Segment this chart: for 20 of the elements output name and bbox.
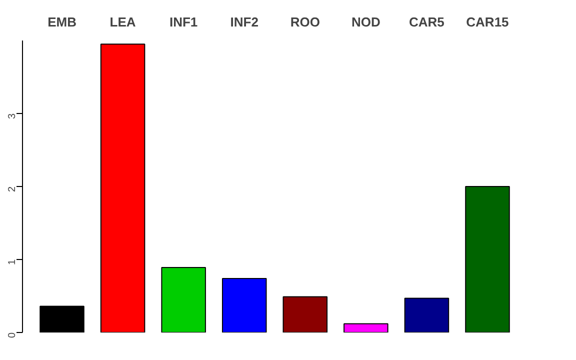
y-tick-label: 2 <box>7 186 18 192</box>
bar <box>100 44 146 332</box>
bar <box>40 306 84 332</box>
bar <box>465 186 510 332</box>
x-tick-label: CAR15 <box>466 14 509 30</box>
bar <box>282 296 328 332</box>
x-tick-label: LEA <box>110 14 136 30</box>
y-tick-label: 0 <box>7 332 18 338</box>
x-tick-label: INF2 <box>230 14 258 30</box>
x-tick-label: ROO <box>290 14 320 30</box>
y-tick-label: 1 <box>7 259 18 266</box>
x-tick-label: NOD <box>351 14 380 30</box>
y-tick-label: 3 <box>7 113 18 120</box>
bar <box>222 278 267 332</box>
bar <box>404 298 450 332</box>
x-tick-label: CAR5 <box>409 14 444 30</box>
x-tick-label: EMB <box>48 14 76 30</box>
x-tick-label: INF1 <box>169 14 198 30</box>
bar <box>344 323 388 332</box>
bar <box>161 267 206 332</box>
